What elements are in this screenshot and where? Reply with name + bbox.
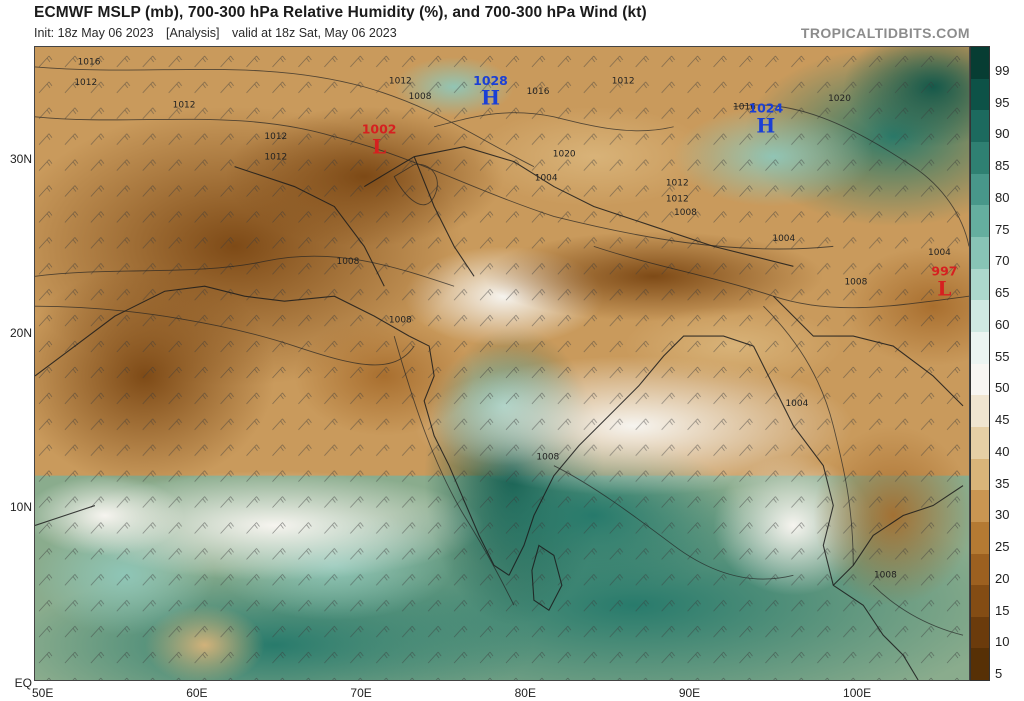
colorbar-tick-label: 65 [995,285,1010,301]
colorbar-segment [971,173,989,206]
pressure-center-value: 1002 [362,121,397,136]
isobar-label: 1004 [772,234,795,244]
isobar-label: 1008 [389,316,412,326]
colorbar-tick-label: 55 [995,348,1010,364]
colorbar-segment [971,300,989,332]
longitude-label: 60E [186,686,208,700]
isobar-label: 1008 [536,453,559,463]
colorbar-tick-label: 85 [995,158,1010,174]
latitude-label: EQ [14,676,32,690]
colorbar-segment [971,648,989,681]
colorbar-segment [971,78,989,111]
high-pressure-marker: H [481,86,500,110]
colorbar-segment [971,553,989,586]
isobar-label: 1012 [666,179,689,189]
isobar-label: 1012 [666,194,689,204]
longitude-label: 70E [350,686,372,700]
colorbar-tick-label: 20 [995,570,1010,586]
isobar-label: 1008 [409,92,432,102]
isobar-label: 1016 [733,102,756,112]
isobar-label: 1008 [674,208,697,218]
isobar-label: 1012 [74,78,97,88]
isobar-label: 1004 [785,399,808,409]
colorbar-segment [971,268,989,301]
colorbar-tick-label: 99 [995,62,1010,78]
colorbar-tick-label: 5 [995,666,1003,682]
weather-map: 1016 1012 1012 1012 1012 1012 1008 1012 1016 1020… [34,46,970,681]
colorbar-segment [971,616,989,649]
pressure-center-value: 1028 [473,73,508,88]
isobar-labels: 1016 1012 1012 1012 1012 1012 1008 1012 1016 1020… [74,57,951,580]
colorbar-segment [971,458,989,491]
high-pressure-marker: H [756,114,775,138]
isobar-label: 1008 [844,278,867,288]
colorbar-tick-label: 35 [995,475,1010,491]
colorbar-segment [971,331,989,364]
colorbar-segment [971,585,989,617]
colorbar-tick-label: 95 [995,94,1010,110]
isobar-label: 1008 [337,257,360,267]
init-time: Init: 18z May 06 2023 [34,26,154,40]
colorbar-segment [971,521,989,554]
humidity-colorbar [970,46,990,681]
colorbar-tick-label: 10 [995,634,1010,650]
isobar-label: 1004 [928,248,951,258]
low-pressure-marker: L [372,134,386,158]
longitude-label: 80E [514,686,536,700]
colorbar-segment [971,141,989,174]
isobar-label: 1020 [828,94,851,104]
low-pressure-marker: L [937,277,951,301]
colorbar-segment [971,395,989,427]
pressure-center-value: 1024 [748,101,783,116]
isobar-label: 1016 [527,87,550,97]
colorbar-segment [971,363,989,396]
longitude-label: 90E [678,686,701,700]
colorbar-segment [971,236,989,269]
colorbar-tick-label: 40 [995,443,1010,459]
chart-subtitle: Init: 18z May 06 2023 [Analysis] valid a… [34,26,406,40]
brand-watermark[interactable]: TROPICALTIDBITS.COM [800,25,970,41]
pressure-center-value: 997 [931,264,957,279]
colorbar-segment [971,110,989,142]
isobar-label: 1008 [874,571,897,581]
chart-title: ECMWF MSLP (mb), 700-300 hPa Relative Hu… [34,4,647,21]
colorbar-tick-label: 15 [995,602,1010,618]
latitude-label: 10N [9,500,32,515]
isobar-label: 1016 [78,57,101,67]
latitude-label: 20N [9,326,32,341]
colorbar-segment [971,47,989,79]
colorbar-segment [971,205,989,237]
isobar-label: 1020 [553,149,576,159]
colorbar-segment [971,490,989,522]
isobar-label: 1012 [173,101,196,111]
colorbar-tick-label: 80 [995,189,1010,205]
colorbar-tick-label: 50 [995,380,1010,396]
isobar-label: 1012 [612,76,635,86]
colorbar-tick-label: 60 [995,316,1010,332]
colorbar-tick-label: 70 [995,253,1010,269]
isobar-label: 1012 [264,132,287,142]
run-type: [Analysis] [166,26,220,40]
isobar-label: 1012 [264,153,287,163]
longitude-label: 100E [843,686,872,700]
colorbar-tick-label: 45 [995,412,1010,428]
colorbar-segment [971,426,989,459]
colorbar-tick-label: 90 [995,126,1010,142]
valid-time: valid at 18z Sat, May 06 2023 [232,26,397,40]
colorbar-tick-label: 75 [995,221,1010,237]
isobar-label: 1004 [535,174,558,184]
longitude-label: 50E [32,686,54,700]
colorbar-tick-label: 25 [995,539,1010,555]
latitude-label: 30N [9,152,32,167]
isobar-label: 1012 [389,76,412,86]
colorbar-tick-label: 30 [995,507,1010,523]
